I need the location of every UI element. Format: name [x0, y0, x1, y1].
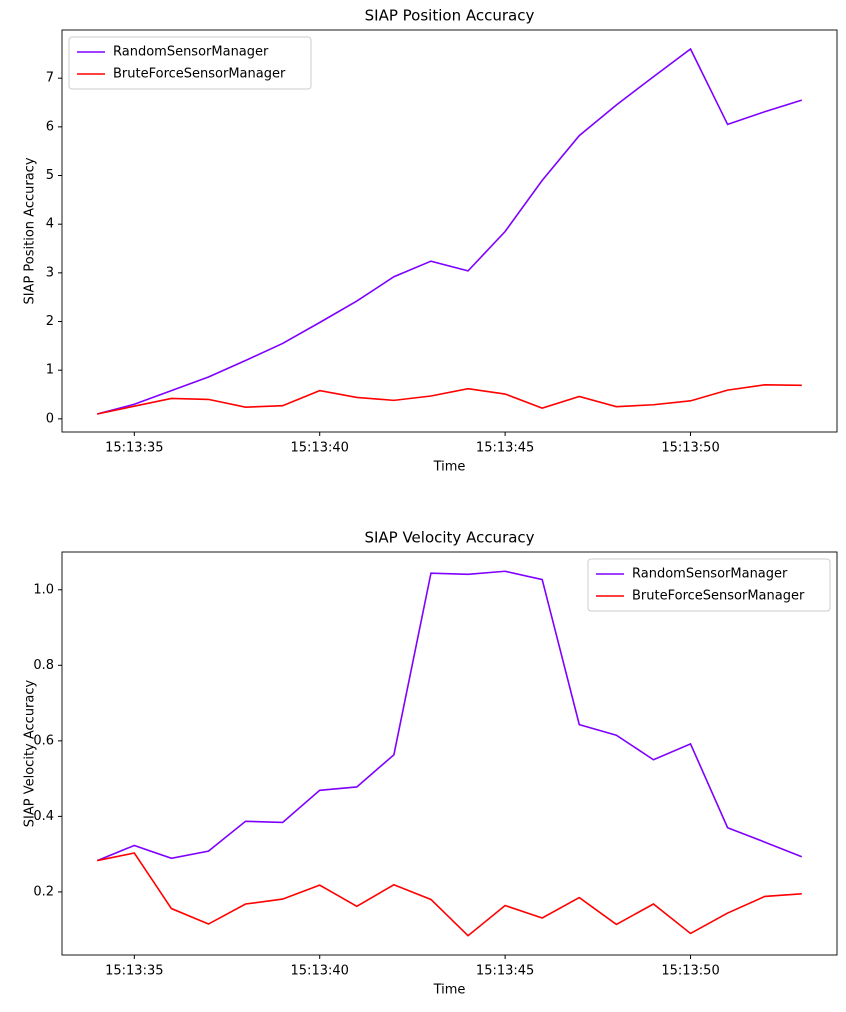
legend: RandomSensorManager BruteForceSensorManag…	[68, 36, 312, 90]
plot-frame	[61, 29, 838, 433]
x-tick-label: 15:13:40	[291, 441, 349, 456]
y-tick-label: 2	[46, 314, 54, 329]
chart-title: SIAP Position Accuracy	[365, 7, 535, 25]
legend-label: RandomSensorManager	[632, 567, 788, 582]
y-axis-label: SIAP Velocity Accuracy	[23, 679, 38, 827]
x-tick-label: 15:13:50	[661, 441, 719, 456]
x-tick-label: 15:13:35	[105, 964, 163, 979]
legend: RandomSensorManager BruteForceSensorManag…	[587, 558, 831, 612]
legend-box	[587, 558, 831, 612]
y-tick-label: 6	[46, 119, 54, 134]
chart-title: SIAP Velocity Accuracy	[364, 529, 534, 547]
y-tick-label: 0	[46, 411, 54, 426]
y-tick-label: 1	[46, 363, 54, 378]
series-line	[97, 383, 802, 415]
y-tick-label: 0.6	[33, 733, 54, 748]
x-tick-label: 15:13:45	[476, 964, 534, 979]
y-tick-label: 3	[46, 265, 54, 280]
x-tick-label: 15:13:40	[291, 964, 349, 979]
y-tick-label: 0.8	[33, 658, 54, 673]
y-tick-label: 0.2	[33, 884, 54, 899]
y-tick-label: 1.0	[33, 582, 54, 597]
y-tick-label: 0.4	[33, 809, 54, 824]
plot-frame	[61, 551, 838, 956]
series-line	[96, 570, 803, 862]
x-axis-label: Time	[433, 983, 466, 998]
series-line	[97, 852, 802, 937]
x-tick-label: 15:13:35	[105, 441, 163, 456]
x-axis-label: Time	[433, 460, 466, 475]
x-tick-label: 15:13:50	[661, 964, 719, 979]
legend-label: BruteForceSensorManager	[113, 67, 286, 82]
x-tick-label: 15:13:45	[476, 441, 534, 456]
legend-box	[68, 36, 312, 90]
y-axis-label: SIAP Position Accuracy	[23, 157, 38, 304]
legend-label: RandomSensorManager	[113, 45, 269, 60]
series-line	[97, 47, 803, 415]
y-tick-label: 7	[46, 71, 54, 86]
y-tick-label: 5	[46, 168, 54, 183]
legend-label: BruteForceSensorManager	[632, 589, 805, 604]
y-tick-label: 4	[46, 217, 54, 232]
